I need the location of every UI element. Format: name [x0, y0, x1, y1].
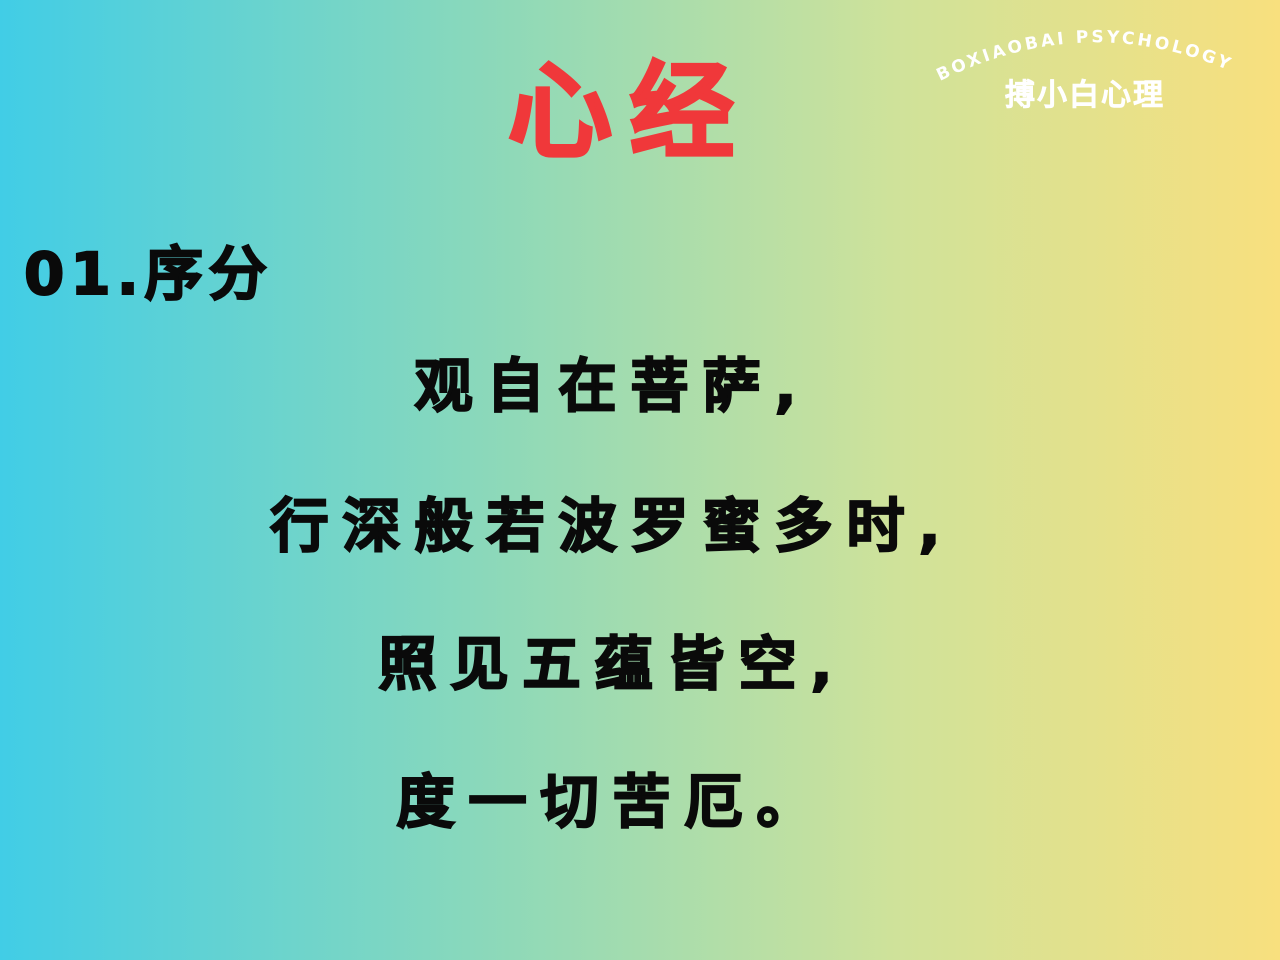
brand-logo: BOXIAOBAI PSYCHOLOGY 搏小白心理 [930, 18, 1240, 118]
brand-arc-text: BOXIAOBAI PSYCHOLOGY [933, 27, 1232, 85]
verse-line-4: 度一切苦厄。 [395, 767, 829, 837]
page-title: 心经 [506, 51, 752, 173]
section-heading: 01.序分 [23, 239, 273, 309]
brand-name: 搏小白心理 [1005, 78, 1165, 114]
verse-line-1: 观自在菩萨, [413, 351, 811, 421]
verse-line-3: 照见五蕴皆空, [377, 629, 847, 699]
verse-line-2: 行深般若波罗蜜多时, [269, 491, 955, 561]
